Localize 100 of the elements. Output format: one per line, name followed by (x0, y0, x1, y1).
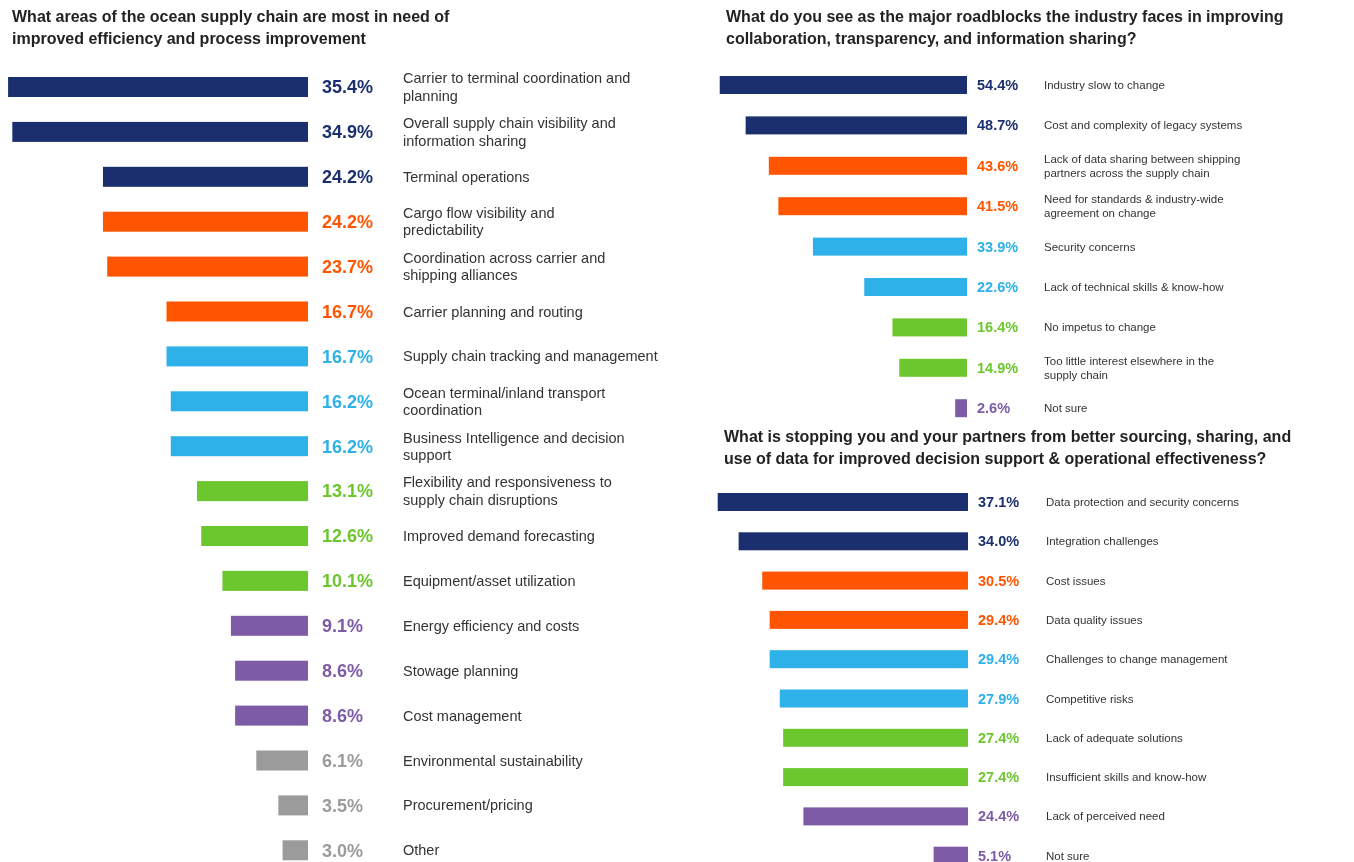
data-label: 14.9% (977, 359, 1019, 376)
data-label: 5.1% (978, 847, 1012, 862)
data-label: 16.2% (322, 436, 374, 457)
bar (719, 76, 967, 94)
bar (256, 750, 308, 771)
category-label: Terminal operations (403, 168, 530, 185)
data-label: 2.6% (977, 400, 1011, 417)
text: What is stopping you and your partners from better sourcing, sharing, and use of data for improved decision support & operational effectiveness? (724, 428, 1292, 467)
bar (235, 660, 308, 681)
category-label: Industry slow to change (1044, 79, 1165, 92)
bar (955, 399, 967, 418)
data-label: 22.6% (977, 279, 1019, 296)
category-label: Energy efficiency and costs (403, 617, 580, 634)
data-label: 27.4% (978, 729, 1020, 746)
data-label: 8.6% (322, 705, 364, 726)
data-label: 35.4% (322, 77, 374, 98)
category-label: Carrier planning and routing (403, 303, 583, 320)
data-label: 24.4% (978, 808, 1020, 825)
bar (166, 301, 308, 322)
category-label: Overall supply chain visibility and information sharing (403, 115, 616, 149)
bar (170, 436, 308, 457)
bar (778, 197, 967, 216)
bar (201, 526, 308, 546)
data-label: 30.5% (978, 572, 1020, 589)
bar (230, 615, 308, 636)
data-label: 24.2% (322, 167, 374, 188)
data-label: 3.0% (322, 840, 364, 861)
category-label: Data protection and security concerns (1046, 496, 1240, 509)
category-label: Business Intelligence and decision support (403, 429, 625, 463)
bar (779, 689, 968, 708)
data-label: 13.1% (322, 481, 374, 502)
data-label: 9.1% (322, 616, 364, 637)
data-label: 16.4% (977, 319, 1019, 336)
category-label: Stowage planning (403, 662, 519, 679)
category-label: Competitive risks (1046, 692, 1134, 705)
bar (8, 77, 308, 97)
category-label: Insufficient skills and know-how (1046, 771, 1207, 784)
data-label: 6.1% (322, 750, 364, 771)
bar (102, 166, 308, 187)
data-label: 29.4% (978, 611, 1020, 628)
bar (166, 346, 308, 367)
bar (745, 116, 967, 135)
bar (783, 768, 968, 787)
bar (12, 121, 308, 142)
category-label: Lack of adequate solutions (1046, 731, 1183, 744)
data-label: 10.1% (322, 571, 374, 592)
data-label: 34.9% (322, 122, 374, 143)
category-label: Procurement/pricing (403, 797, 533, 814)
data-label: 29.4% (978, 651, 1020, 668)
bar (783, 728, 968, 747)
bar (762, 571, 968, 590)
data-label: 41.5% (977, 198, 1019, 215)
category-label: Lack of perceived need (1046, 810, 1165, 823)
data-label: 16.7% (322, 301, 374, 322)
data-label: 16.7% (322, 346, 374, 367)
bar (899, 358, 967, 377)
category-label: Challenges to change management (1046, 653, 1228, 666)
category-label: Cost management (403, 707, 522, 724)
category-label: Equipment/asset utilization (403, 572, 576, 589)
category-label: No impetus to change (1044, 321, 1156, 334)
category-label: Improved demand forecasting (403, 528, 595, 545)
category-label: Not sure (1044, 402, 1088, 415)
bar (738, 532, 968, 551)
bar (769, 650, 968, 669)
data-label: 8.6% (322, 661, 364, 681)
bar (197, 481, 308, 502)
data-label: 3.5% (322, 795, 364, 816)
bar (864, 278, 967, 296)
chart-title: What areas of the ocean supply chain are most in need of improved efficiency and process improvement (12, 8, 451, 47)
category-label: Environmental sustainability (403, 752, 583, 769)
category-label: Lack of data sharing between shipping partners across the supply chain (1044, 152, 1241, 179)
data-label: 24.2% (322, 212, 374, 232)
bar (170, 391, 308, 412)
data-label: 27.4% (978, 769, 1020, 786)
category-label: Cargo flow visibility and predictability (403, 205, 555, 239)
data-label: 23.7% (322, 256, 374, 277)
category-label: Security concerns (1044, 240, 1136, 253)
data-label: 16.2% (322, 391, 374, 412)
category-label: Not sure (1046, 849, 1090, 862)
bar (717, 493, 968, 511)
data-label: 43.6% (977, 157, 1019, 174)
data-label: 27.9% (978, 690, 1020, 707)
bar (278, 795, 308, 816)
bar (892, 318, 967, 337)
bar (107, 256, 308, 277)
category-label: Carrier to terminal coordination and planning (403, 70, 631, 104)
bar (282, 840, 308, 861)
category-label: Cost issues (1046, 574, 1106, 587)
category-label: Lack of technical skills & know-how (1044, 281, 1224, 294)
bar (803, 807, 968, 826)
data-label: 37.1% (978, 494, 1020, 511)
category-label: Too little interest elsewhere in the supply chain (1044, 354, 1215, 381)
bar (102, 211, 308, 232)
bar (768, 156, 967, 175)
data-label: 12.6% (322, 526, 374, 547)
data-label: 34.0% (978, 533, 1020, 550)
category-label: Integration challenges (1046, 535, 1159, 548)
bar (222, 570, 308, 591)
category-label: Need for standards & industry-wide agreement on change (1044, 193, 1224, 220)
category-label: Data quality issues (1046, 613, 1143, 626)
